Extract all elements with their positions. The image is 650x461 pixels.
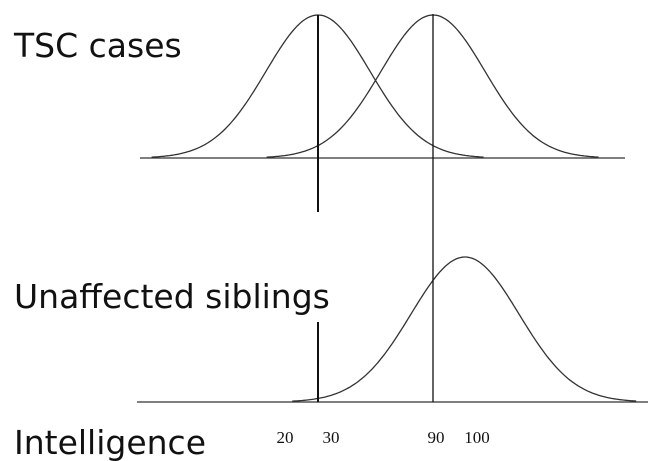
tick-label: 100 [464,428,490,447]
tick-label: 30 [323,428,340,447]
tick-label: 90 [428,428,445,447]
curve-siblings [292,256,637,402]
tick-label: 20 [277,428,294,447]
label-siblings: Unaffected siblings [14,277,330,316]
label-intelligence: Intelligence [14,423,206,461]
label-tsc-cases: TSC cases [13,26,182,65]
